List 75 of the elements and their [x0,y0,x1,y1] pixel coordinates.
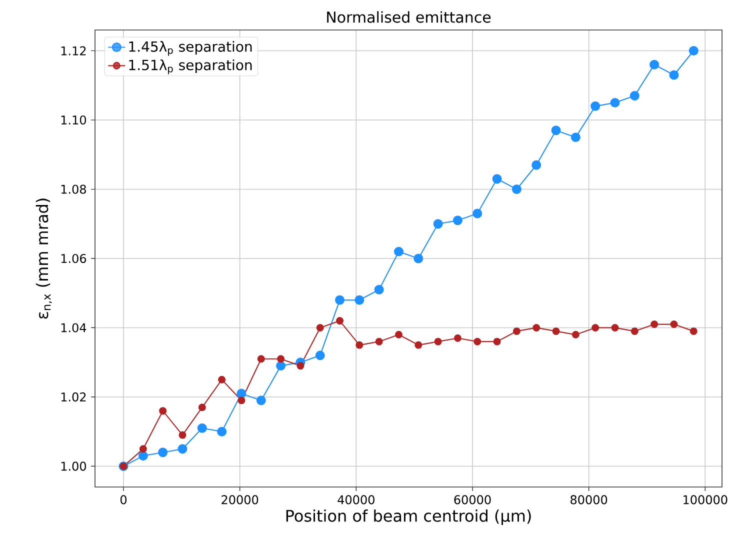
point [650,320,658,328]
point [472,208,482,218]
point [277,355,285,363]
point [512,327,520,335]
point [159,407,167,415]
y-tick-label: 1.02 [61,392,86,402]
point [572,330,580,338]
point [433,219,443,229]
x-axis-title: Position of beam centroid (μm) [286,509,531,525]
point [452,216,462,226]
chart-title: Normalised emittance [327,11,491,23]
point [492,174,502,184]
x-tick-label: 60000 [454,495,491,504]
point [198,404,206,412]
point [454,334,462,342]
x-tick-label: 80000 [570,495,608,504]
y-tick-label: 1.08 [61,184,86,194]
point [356,341,364,349]
point [688,46,698,56]
point [630,91,640,101]
point [316,324,324,332]
point [315,350,325,360]
point [669,70,679,80]
point [276,361,286,371]
legend-label: 1.51λ$_{p}$ separation [129,59,252,74]
y-axis-title: ε$_{n,x}$ (mm mrad) [36,198,52,319]
point [512,184,522,194]
point [218,376,226,384]
point [236,388,246,398]
point [414,341,422,349]
point [414,254,424,264]
point [670,320,678,328]
point [375,338,383,346]
point [690,327,698,335]
point [217,426,227,436]
point [551,126,561,136]
y-tick-label: 1.06 [61,254,86,264]
point [178,444,188,454]
point [590,101,600,111]
legend-label: 1.45λ$_{p}$ separation [129,41,252,56]
point [354,295,364,305]
y-tick-label: 1.04 [61,323,86,332]
x-tick-label: 100000 [684,495,728,504]
y-tick-label: 1.12 [61,46,86,56]
point [650,60,660,70]
x-tick-label: 40000 [338,495,374,504]
point [532,324,540,332]
x-tick-label: 20000 [222,495,258,504]
point [434,338,442,346]
point [570,132,580,142]
point [238,396,246,404]
point [630,327,638,335]
point [197,423,207,433]
y-tick-label: 1.00 [61,462,86,471]
point [178,431,186,439]
point [256,396,266,406]
point [493,338,501,346]
point [610,98,620,108]
point [592,324,600,332]
point [138,451,148,461]
point [336,317,344,325]
point [296,362,304,370]
y-tick-label: 1.10 [61,115,86,125]
point [335,295,345,305]
point [394,246,404,256]
point [532,160,542,170]
point [257,355,265,363]
x-tick-label: 0 [120,495,127,504]
point [139,445,147,453]
point [394,330,402,338]
point [552,327,560,335]
point [374,284,384,294]
point [611,324,619,332]
point [474,338,482,346]
point [158,448,168,458]
